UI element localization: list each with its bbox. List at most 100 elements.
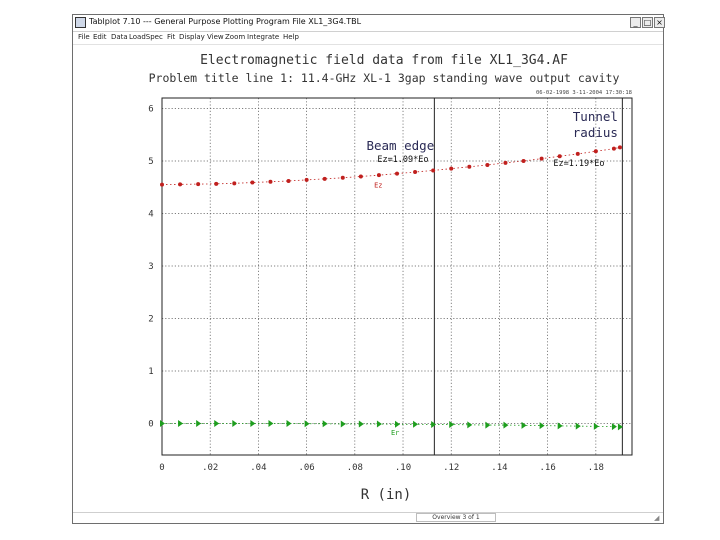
reference-value-label: Ez=1.09*Eo — [377, 155, 428, 165]
data-point[interactable] — [611, 423, 617, 431]
data-point[interactable] — [322, 176, 327, 181]
data-point[interactable] — [485, 421, 491, 429]
menu-edit[interactable]: Edit — [93, 33, 107, 41]
data-point[interactable] — [178, 182, 183, 187]
data-point[interactable] — [286, 420, 292, 427]
title-bar[interactable]: Tablplot 7.10 --- General Purpose Plotti… — [73, 15, 665, 32]
data-point[interactable] — [413, 420, 419, 428]
reference-value-label: Ez=1.19*Eo — [553, 159, 604, 169]
data-point[interactable] — [178, 420, 184, 427]
y-tick-label: 2 — [148, 315, 153, 325]
data-point[interactable] — [539, 156, 544, 161]
data-point[interactable] — [358, 420, 364, 428]
status-bar: Overview 3 of 1 ◢ — [73, 512, 663, 523]
data-point[interactable] — [268, 179, 273, 184]
y-tick-label: 5 — [148, 157, 153, 167]
data-point[interactable] — [196, 420, 202, 427]
series-labels: Ez Er — [374, 181, 399, 437]
series-line — [162, 423, 620, 428]
reference-line-label: radius — [573, 125, 618, 140]
x-tick-label: .02 — [202, 463, 218, 473]
data-point[interactable] — [395, 171, 399, 176]
data-point[interactable] — [286, 178, 291, 183]
y-tick-label: 0 — [148, 420, 153, 430]
data-point[interactable] — [593, 422, 599, 430]
resize-grip-icon[interactable]: ◢ — [654, 514, 660, 522]
minimize-button[interactable]: _ — [630, 17, 641, 28]
data-point[interactable] — [449, 166, 454, 171]
chart-title: Electromagnetic field data from file XL1… — [200, 53, 568, 68]
data-point[interactable] — [575, 422, 581, 430]
data-point[interactable] — [395, 420, 400, 428]
data-point[interactable] — [413, 170, 418, 175]
data-point[interactable] — [214, 420, 220, 427]
data-point[interactable] — [304, 420, 310, 428]
data-point[interactable] — [521, 421, 527, 429]
data-point[interactable] — [160, 182, 164, 187]
data-point[interactable] — [214, 181, 219, 186]
data-point[interactable] — [467, 164, 472, 169]
y-tick-label: 3 — [148, 262, 153, 272]
y-tick-label: 1 — [148, 367, 153, 377]
data-point[interactable] — [340, 175, 345, 180]
data-point[interactable] — [358, 174, 363, 179]
x-tick-label: .14 — [491, 463, 507, 473]
y-tick-label: 4 — [148, 210, 153, 220]
data-point[interactable] — [160, 420, 165, 427]
data-point[interactable] — [617, 423, 623, 431]
close-button[interactable]: × — [654, 17, 665, 28]
menu-zoom[interactable]: Zoom — [225, 33, 246, 41]
menu-loadspec[interactable]: LoadSpec — [129, 33, 163, 41]
data-point[interactable] — [557, 422, 563, 430]
app-window: Tablplot 7.10 --- General Purpose Plotti… — [72, 14, 665, 524]
data-point[interactable] — [575, 151, 580, 156]
x-tick-label: .12 — [443, 463, 459, 473]
maximize-button[interactable]: □ — [642, 17, 653, 28]
series-er — [160, 420, 623, 431]
data-point[interactable] — [431, 168, 436, 173]
data-point[interactable] — [322, 420, 328, 428]
series-line — [161, 146, 621, 186]
data-point[interactable] — [503, 421, 509, 429]
data-point[interactable] — [232, 181, 237, 186]
menu-fit[interactable]: Fit — [167, 33, 176, 41]
data-point[interactable] — [250, 180, 255, 185]
data-point[interactable] — [467, 421, 473, 429]
x-axis-label: R (in) — [361, 487, 412, 503]
data-point[interactable] — [503, 160, 508, 165]
menu-file[interactable]: File — [78, 33, 90, 41]
data-point[interactable] — [340, 420, 346, 428]
data-point[interactable] — [449, 421, 455, 429]
data-point[interactable] — [232, 420, 238, 427]
x-tick-label: 0 — [159, 463, 164, 473]
data-point[interactable] — [593, 149, 598, 154]
x-tick-label: .10 — [395, 463, 411, 473]
menu-view[interactable]: View — [207, 33, 224, 41]
app-icon[interactable] — [75, 17, 86, 28]
menu-integrate[interactable]: Integrate — [247, 33, 280, 41]
data-point[interactable] — [196, 182, 201, 187]
data-point[interactable] — [268, 420, 274, 427]
data-point[interactable] — [557, 154, 562, 159]
data-point[interactable] — [539, 422, 545, 430]
menu-display[interactable]: Display — [179, 33, 205, 41]
data-point[interactable] — [431, 421, 437, 429]
data-point[interactable] — [376, 173, 381, 178]
data-point[interactable] — [617, 145, 622, 150]
data-point[interactable] — [485, 162, 490, 167]
menu-bar: File Edit Data LoadSpec Fit Display View… — [73, 32, 663, 45]
x-tick-label: .06 — [298, 463, 314, 473]
data-point[interactable] — [376, 420, 382, 428]
data-point[interactable] — [250, 420, 256, 427]
data-point[interactable] — [521, 159, 526, 163]
plot-area[interactable] — [161, 97, 633, 456]
menu-help[interactable]: Help — [283, 33, 299, 41]
data-point[interactable] — [611, 146, 616, 151]
status-text: Overview 3 of 1 — [416, 513, 496, 522]
axis-ticks: 0 .02 .04 .06 .08 .10 .12 .14 .16 .18 0 1 2 3 4 5 6 — [148, 105, 604, 474]
menu-data[interactable]: Data — [111, 33, 128, 41]
chart-subtitle: Problem title line 1: 11.4-GHz XL-1 3gap… — [149, 71, 620, 85]
data-point[interactable] — [304, 177, 309, 182]
